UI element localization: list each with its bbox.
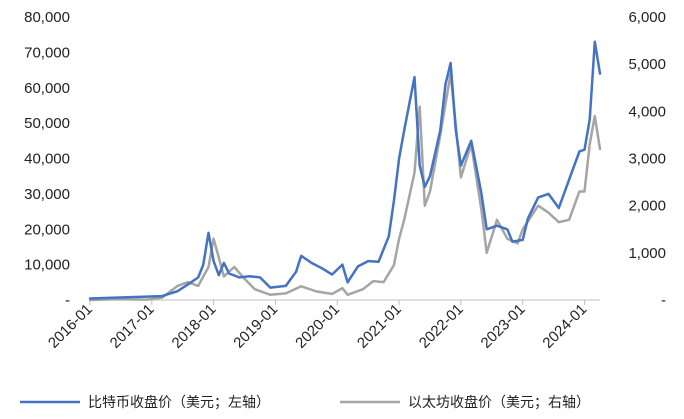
right-tick-label: - <box>661 292 666 309</box>
left-tick-label: 40,000 <box>24 151 70 168</box>
left-tick-label: 80,000 <box>24 9 70 26</box>
series-layer <box>88 40 602 302</box>
x-tick-label: 2018-01 <box>169 301 220 352</box>
right-tick-label: 4,000 <box>628 103 666 120</box>
x-axis-ticks: 2016-01 2017-01 2018-01 2019-01 2020-01 2021-… <box>45 300 590 352</box>
right-tick-label: 1,000 <box>628 245 666 262</box>
x-tick-label: 2020-01 <box>292 301 343 352</box>
right-axis-ticks: - 1,000 2,000 3,000 4,000 5,000 6,000 <box>628 9 666 309</box>
left-tick-label: 20,000 <box>24 221 70 238</box>
left-axis-ticks: - 10,000 20,000 30,000 40,000 50,000 60,000 70,… <box>24 9 70 309</box>
right-tick-label: 3,000 <box>628 151 666 168</box>
x-tick-label: 2021-01 <box>354 301 405 352</box>
legend-label: 以太坊收盘价（美元；右轴） <box>408 394 590 411</box>
x-tick-label: 2024-01 <box>539 301 590 352</box>
btc-series-line <box>88 40 602 300</box>
x-tick-label: 2016-01 <box>45 301 96 352</box>
x-tick-label: 2017-01 <box>107 301 158 352</box>
left-tick-label: 10,000 <box>24 257 70 274</box>
right-tick-label: 2,000 <box>628 198 666 215</box>
right-tick-label: 6,000 <box>628 9 666 26</box>
x-tick-label: 2023-01 <box>478 301 529 352</box>
left-tick-label: 50,000 <box>24 115 70 132</box>
legend-label: 比特币收盘价（美元；左轴） <box>88 394 270 411</box>
x-tick-label: 2019-01 <box>230 301 281 352</box>
eth-series-line <box>88 72 602 302</box>
right-tick-label: 5,000 <box>628 56 666 73</box>
x-tick-label: 2022-01 <box>416 301 467 352</box>
left-tick-label: - <box>65 292 70 309</box>
left-tick-label: 30,000 <box>24 186 70 203</box>
left-tick-label: 70,000 <box>24 44 70 61</box>
legend: 比特币收盘价（美元；左轴） 以太坊收盘价（美元；右轴） <box>20 394 590 411</box>
left-tick-label: 60,000 <box>24 80 70 97</box>
